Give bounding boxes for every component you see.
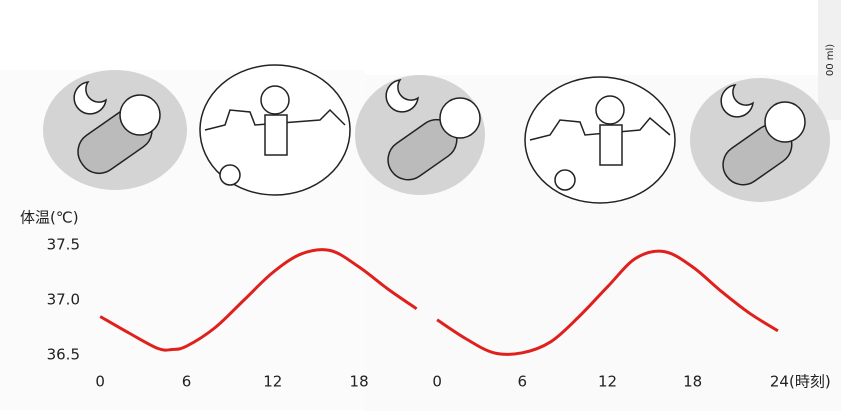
edge-strip bbox=[818, 0, 841, 120]
x-tick-label: 12 bbox=[263, 373, 282, 391]
x-tick-label: 24(時刻) bbox=[770, 373, 831, 391]
temperature-line bbox=[99, 248, 418, 352]
y-tick-label: 37.5 bbox=[47, 236, 80, 254]
edge-text: 00 ml) bbox=[825, 44, 836, 76]
sleep-scene bbox=[690, 78, 830, 202]
x-tick-label: 0 bbox=[432, 373, 442, 391]
sleep-scene bbox=[43, 70, 187, 190]
illustrations bbox=[43, 64, 830, 204]
x-tick-label: 12 bbox=[598, 373, 617, 391]
x-tick-label: 18 bbox=[683, 373, 702, 391]
sleep-scene bbox=[355, 75, 485, 195]
x-tick-label: 0 bbox=[95, 373, 105, 391]
x-tick-label: 18 bbox=[350, 373, 369, 391]
x-tick-label: 6 bbox=[518, 373, 528, 391]
temperature-line bbox=[436, 249, 779, 356]
play-scene bbox=[524, 76, 676, 204]
y-axis-label: 体温(℃) bbox=[20, 209, 79, 227]
play-scene bbox=[199, 64, 351, 196]
x-tick-label: 6 bbox=[182, 373, 192, 391]
y-tick-label: 36.5 bbox=[47, 346, 80, 364]
y-tick-label: 37.0 bbox=[47, 291, 80, 309]
